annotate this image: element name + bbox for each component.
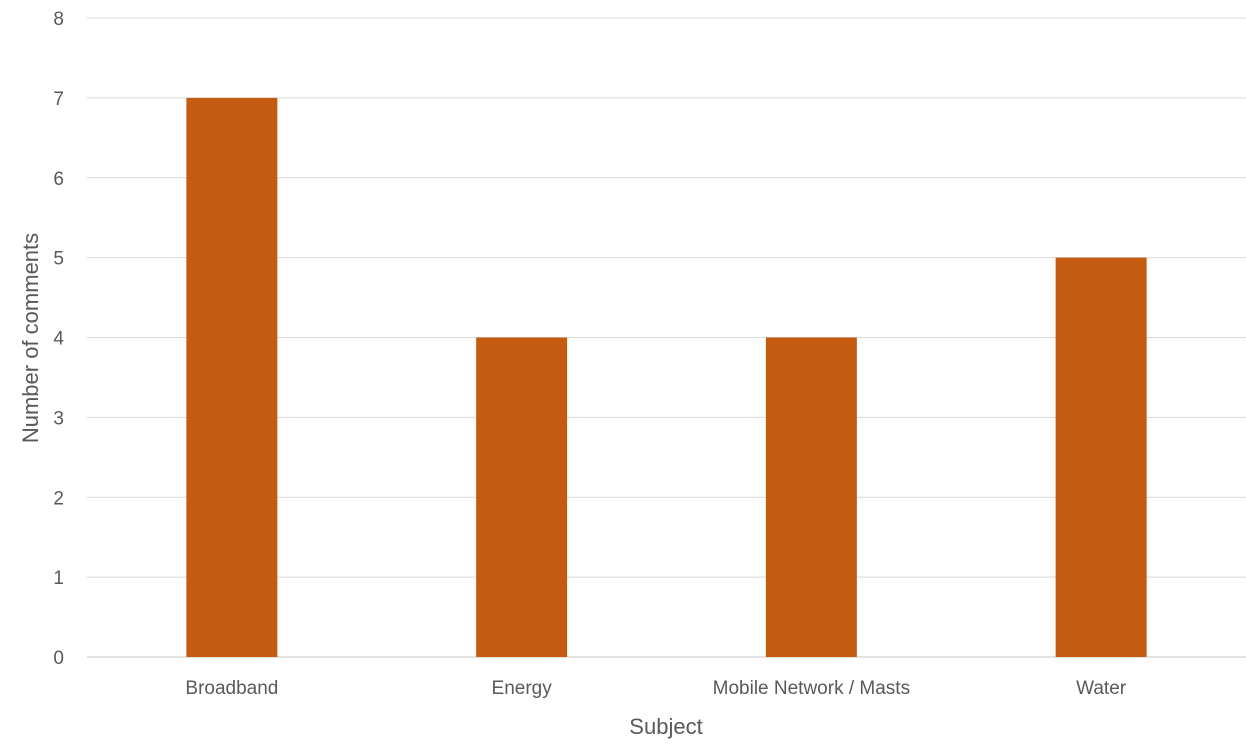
y-tick-label: 8 — [53, 9, 64, 30]
x-tick-label: Energy — [492, 678, 553, 699]
y-tick-label: 4 — [53, 329, 64, 350]
bar-water — [1055, 257, 1147, 657]
y-axis-title: Number of comments — [18, 233, 43, 443]
bar-mobile-network-masts — [765, 337, 857, 657]
bar-energy — [476, 337, 568, 657]
y-tick-labels: 0 1 2 3 4 5 6 7 8 — [53, 9, 64, 669]
y-tick-label: 3 — [53, 408, 64, 429]
bar-broadband — [186, 97, 278, 657]
gridlines — [87, 17, 1246, 658]
y-tick-label: 1 — [53, 568, 64, 589]
x-tick-label: Water — [1076, 678, 1127, 699]
bars — [186, 97, 1147, 657]
x-axis-title: Subject — [629, 714, 702, 739]
y-tick-label: 5 — [53, 249, 64, 270]
y-tick-label: 0 — [53, 648, 64, 669]
y-tick-label: 7 — [53, 89, 64, 110]
x-tick-label: Broadband — [185, 678, 278, 699]
y-tick-label: 2 — [53, 488, 64, 509]
x-tick-label: Mobile Network / Masts — [713, 678, 910, 699]
y-tick-label: 6 — [53, 169, 64, 190]
x-tick-labels: Broadband Energy Mobile Network / Masts Wat… — [185, 678, 1126, 699]
